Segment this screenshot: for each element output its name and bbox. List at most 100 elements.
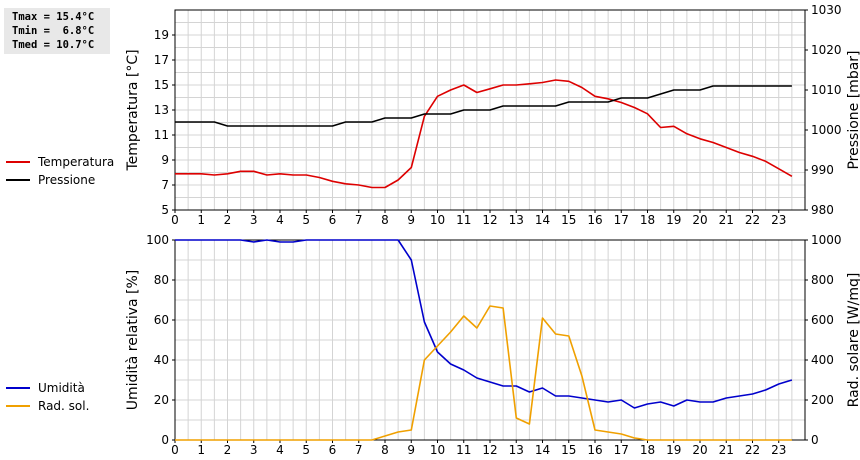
- y-tick-label: 9: [161, 153, 169, 167]
- stat-tmax: Tmax = 15.4°C: [12, 11, 95, 23]
- x-tick-label: 10: [430, 443, 445, 457]
- legend-label-temperatura: Temperatura: [38, 155, 115, 169]
- x-tick-label: 5: [302, 443, 310, 457]
- y-tick-label: 5: [161, 203, 169, 217]
- y2-axis-label: Pressione [mbar]: [846, 50, 860, 169]
- legend-item-radsol: Rad. sol.: [6, 397, 89, 415]
- y2-tick-label: 1020: [811, 43, 842, 57]
- stat-tmin: Tmin = 6.8°C: [12, 25, 95, 37]
- y-axis-label: Umidità relativa [%]: [125, 270, 141, 411]
- x-tick-label: 6: [329, 443, 337, 457]
- x-tick-label: 18: [640, 443, 655, 457]
- y-tick-label: 19: [154, 28, 169, 42]
- x-tick-label: 13: [509, 443, 524, 457]
- x-tick-label: 19: [666, 443, 681, 457]
- x-tick-label: 12: [482, 443, 497, 457]
- x-tick-label: 16: [587, 213, 602, 227]
- legend-swatch-temperatura: [6, 161, 30, 163]
- x-tick-label: 16: [587, 443, 602, 457]
- series-line-pressione: [175, 85, 792, 127]
- legend-top: Temperatura Pressione: [6, 153, 114, 189]
- x-tick-label: 8: [381, 213, 389, 227]
- series-line-temperatura: [175, 79, 793, 189]
- x-tick-label: 4: [276, 213, 284, 227]
- x-tick-label: 3: [250, 443, 258, 457]
- y2-tick-label: 200: [811, 393, 834, 407]
- x-tick-label: 1: [197, 213, 205, 227]
- x-tick-label: 22: [745, 213, 760, 227]
- y2-tick-label: 1000: [811, 123, 842, 137]
- x-tick-label: 8: [381, 443, 389, 457]
- x-tick-label: 11: [456, 213, 471, 227]
- x-tick-label: 6: [329, 213, 337, 227]
- y2-tick-label: 1030: [811, 3, 842, 17]
- plot-2: 0 1 2 3 4 5 6 7 8 9 10 11 12 13 14 15 16 17 18 19 20 21 22 2302…: [125, 233, 860, 457]
- x-tick-label: 7: [355, 213, 363, 227]
- plot-1: 0 1 2 3 4 5 6 7 8 9 10 11 12 13 14 15 16 17 18 19 20 21 22 2357…: [125, 3, 860, 227]
- x-tick-label: 2: [224, 443, 232, 457]
- x-tick-label: 23: [771, 443, 786, 457]
- x-tick-label: 2: [224, 213, 232, 227]
- x-tick-label: 9: [407, 213, 415, 227]
- x-tick-label: 3: [250, 213, 258, 227]
- y2-tick-label: 980: [811, 203, 834, 217]
- x-tick-label: 19: [666, 213, 681, 227]
- x-tick-label: 23: [771, 213, 786, 227]
- x-tick-label: 22: [745, 443, 760, 457]
- y-tick-label: 13: [154, 103, 169, 117]
- y2-tick-label: 0: [811, 433, 819, 447]
- x-tick-label: 7: [355, 443, 363, 457]
- x-tick-label: 15: [561, 213, 576, 227]
- y2-tick-label: 990: [811, 163, 834, 177]
- y-tick-label: 7: [161, 178, 169, 192]
- x-tick-label: 13: [509, 213, 524, 227]
- x-tick-label: 21: [719, 213, 734, 227]
- x-tick-label: 12: [482, 213, 497, 227]
- x-tick-label: 11: [456, 443, 471, 457]
- y-tick-label: 20: [154, 393, 169, 407]
- x-tick-label: 20: [692, 443, 707, 457]
- legend-item-temperatura: Temperatura: [6, 153, 114, 171]
- y-tick-label: 100: [146, 233, 169, 247]
- y-tick-label: 15: [154, 78, 169, 92]
- x-tick-label: 17: [614, 213, 629, 227]
- y-tick-label: 40: [154, 353, 169, 367]
- legend-label-radsol: Rad. sol.: [38, 399, 90, 413]
- stat-tmed: Tmed = 10.7°C: [12, 39, 95, 51]
- y-tick-label: 0: [161, 433, 169, 447]
- y-axis-label: Temperatura [°C]: [125, 49, 141, 171]
- x-tick-label: 0: [171, 443, 179, 457]
- x-tick-label: 15: [561, 443, 576, 457]
- x-tick-label: 1: [197, 443, 205, 457]
- x-tick-label: 4: [276, 443, 284, 457]
- legend-label-pressione: Pressione: [38, 173, 96, 187]
- y2-axis-label: Rad. solare [W/mq]: [846, 273, 860, 408]
- y2-tick-label: 400: [811, 353, 834, 367]
- legend-swatch-umidita: [6, 387, 30, 389]
- legend-swatch-pressione: [6, 179, 30, 181]
- y2-tick-label: 800: [811, 273, 834, 287]
- y2-tick-label: 600: [811, 313, 834, 327]
- series-line-rad-sol: [175, 305, 792, 441]
- x-tick-label: 9: [407, 443, 415, 457]
- y2-tick-label: 1000: [811, 233, 842, 247]
- legend-swatch-radsol: [6, 405, 30, 407]
- x-tick-label: 5: [302, 213, 310, 227]
- x-tick-label: 0: [171, 213, 179, 227]
- x-tick-label: 20: [692, 213, 707, 227]
- stats-box: Tmax = 15.4°C Tmin = 6.8°C Tmed = 10.7°C: [4, 8, 110, 54]
- x-tick-label: 10: [430, 213, 445, 227]
- legend-item-pressione: Pressione: [6, 171, 114, 189]
- y-tick-label: 60: [154, 313, 169, 327]
- x-tick-label: 14: [535, 443, 550, 457]
- x-tick-label: 18: [640, 213, 655, 227]
- legend-item-umidita: Umidità: [6, 379, 89, 397]
- legend-bottom: Umidità Rad. sol.: [6, 379, 89, 415]
- x-tick-label: 21: [719, 443, 734, 457]
- y-tick-label: 17: [154, 53, 169, 67]
- y-tick-label: 80: [154, 273, 169, 287]
- x-tick-label: 17: [614, 443, 629, 457]
- y-tick-label: 11: [154, 128, 169, 142]
- x-tick-label: 14: [535, 213, 550, 227]
